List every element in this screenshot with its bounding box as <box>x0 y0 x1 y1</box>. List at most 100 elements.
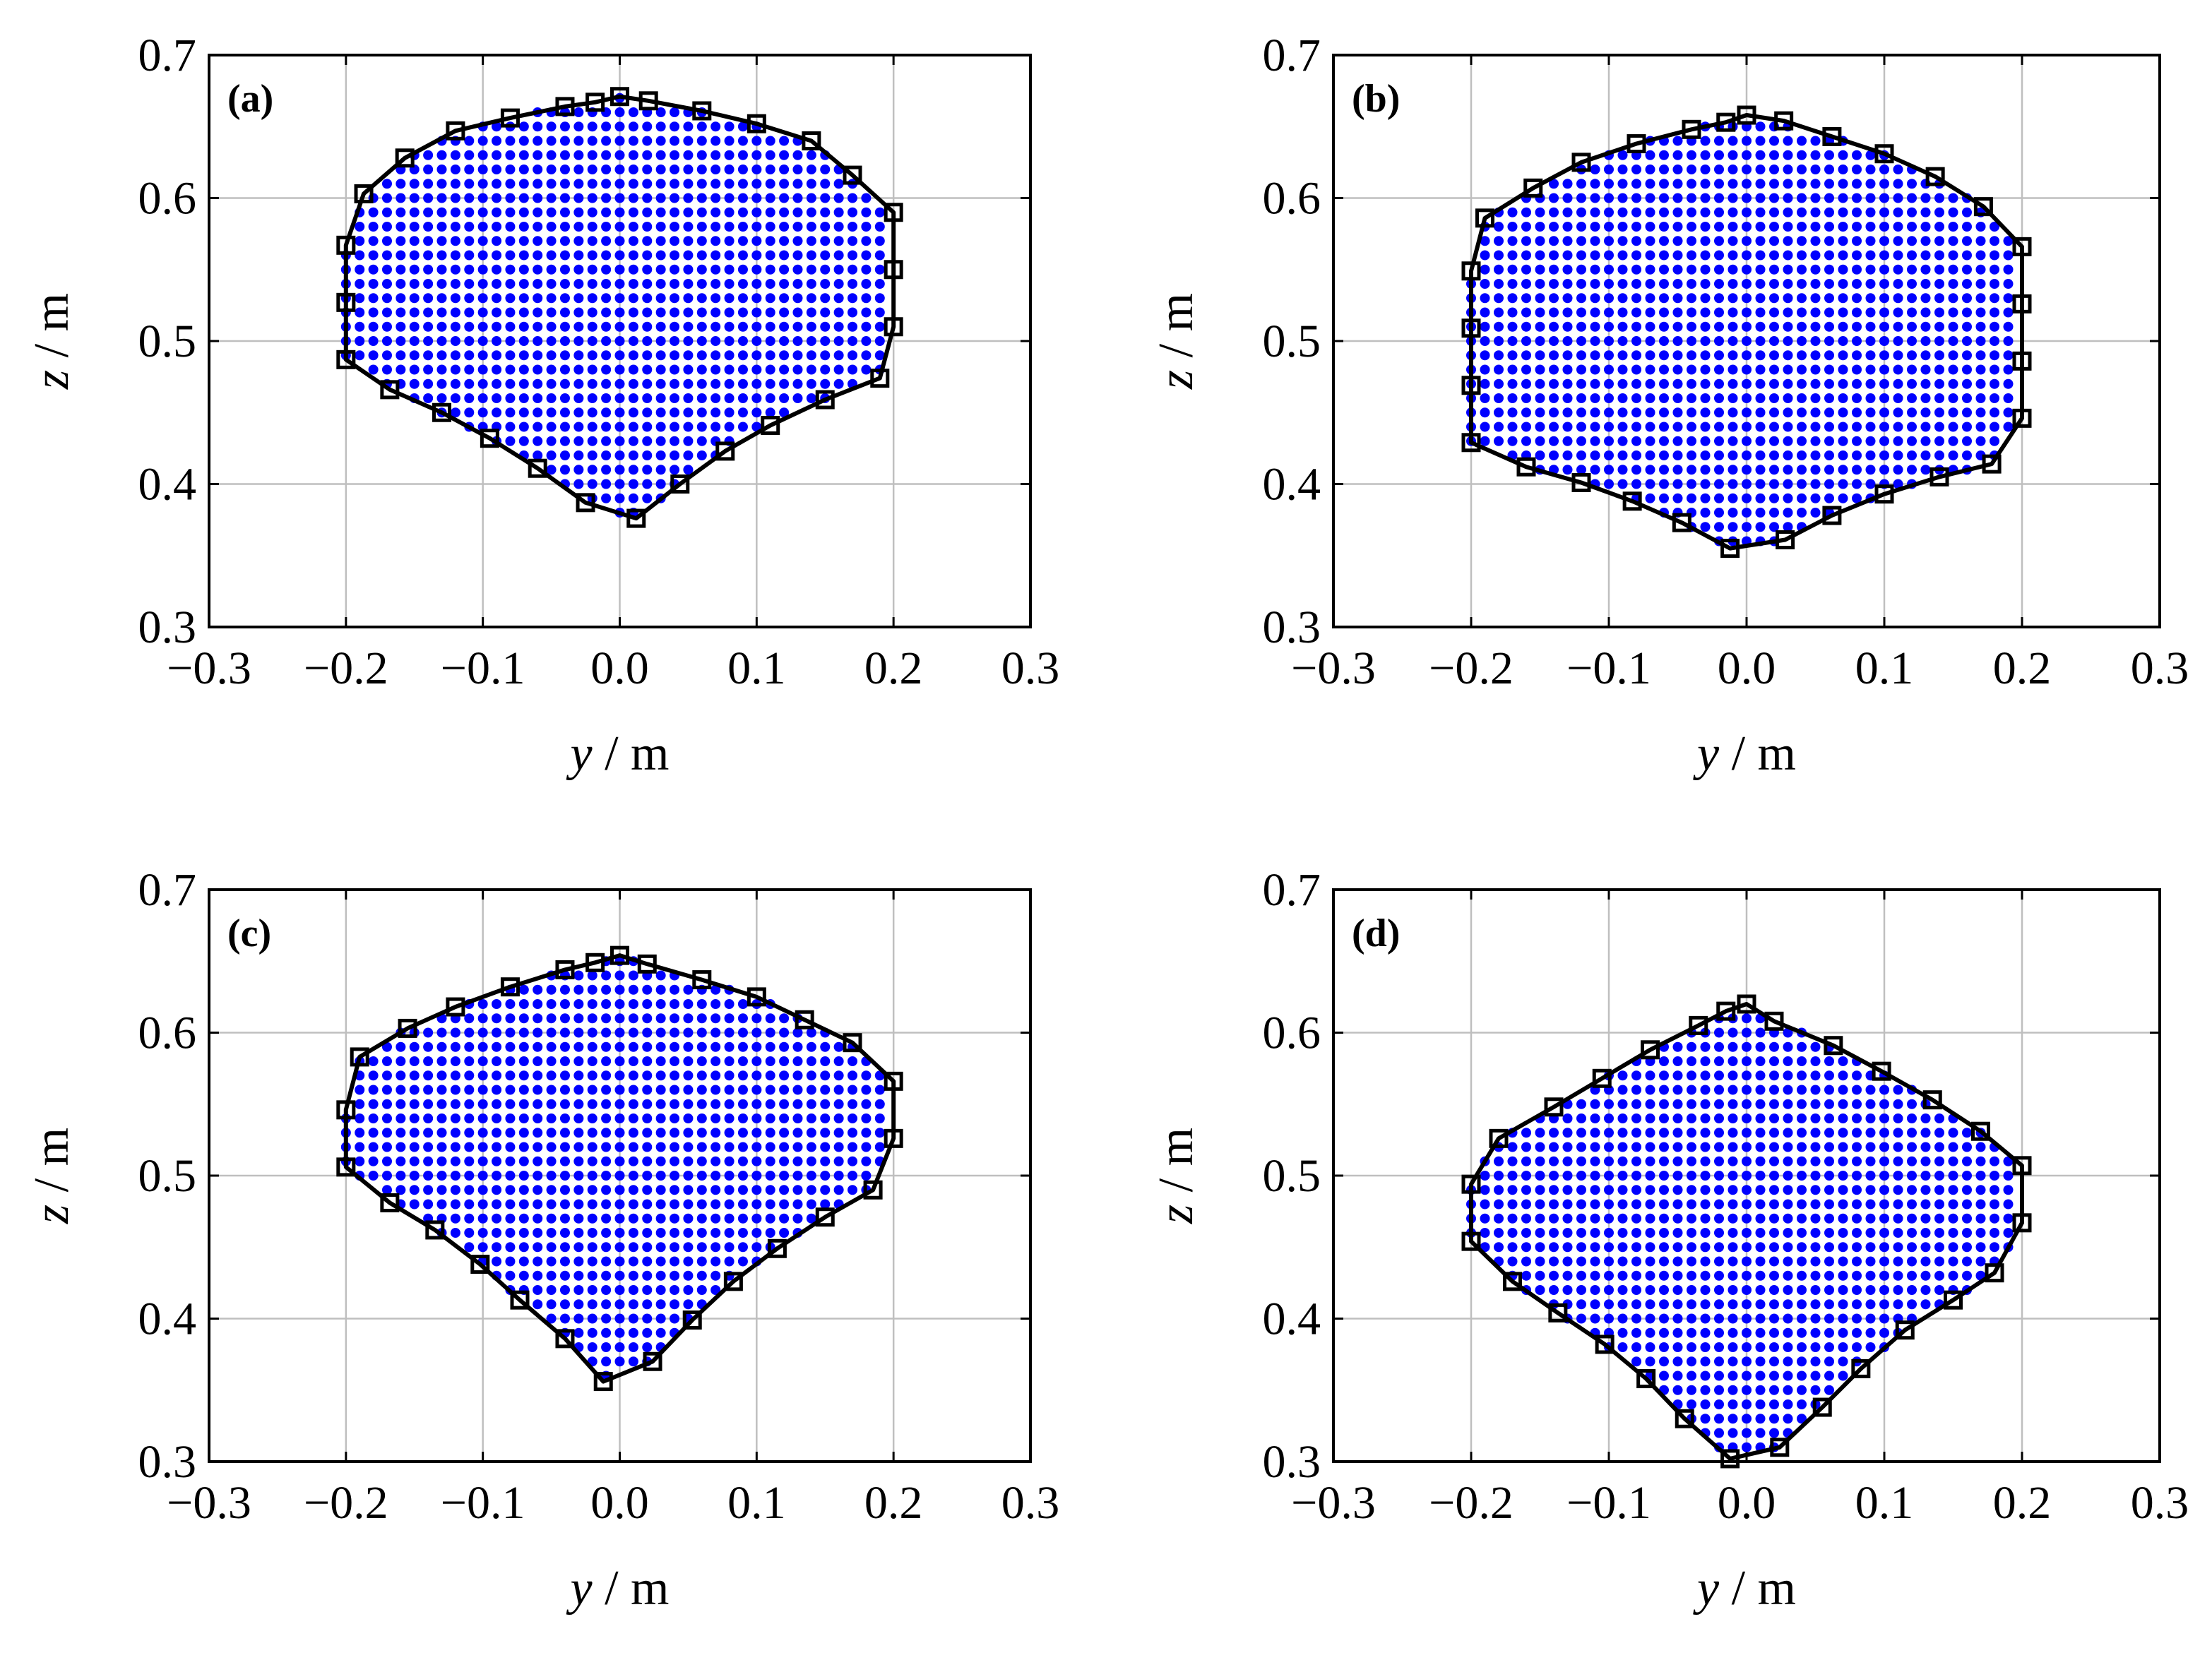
interior-point <box>779 1142 790 1152</box>
interior-point <box>1893 1242 1903 1253</box>
interior-point <box>670 1270 680 1281</box>
interior-point <box>861 336 872 346</box>
interior-point <box>1742 279 1752 289</box>
interior-point <box>1687 1156 1696 1166</box>
interior-point <box>559 321 570 332</box>
interior-point <box>1659 321 1669 332</box>
interior-point <box>655 336 666 346</box>
interior-point <box>436 1113 447 1123</box>
interior-point <box>737 1070 748 1081</box>
interior-point <box>696 1070 707 1081</box>
interior-point <box>779 307 790 318</box>
interior-point <box>409 1085 420 1095</box>
interior-point <box>1810 293 1821 304</box>
interior-point <box>1659 1213 1669 1224</box>
interior-point <box>806 222 816 232</box>
interior-point <box>601 336 612 346</box>
interior-point <box>1590 1270 1600 1281</box>
interior-point <box>614 293 625 304</box>
interior-point <box>518 350 529 361</box>
interior-point <box>1990 393 1999 403</box>
interior-point <box>1700 422 1711 432</box>
interior-point <box>1659 207 1669 217</box>
interior-point <box>505 1099 516 1109</box>
interior-point <box>546 1113 557 1123</box>
interior-point <box>710 407 721 418</box>
interior-point <box>587 193 597 203</box>
interior-point <box>1755 1171 1766 1181</box>
interior-point <box>1549 193 1559 203</box>
interior-point <box>696 350 707 361</box>
interior-point <box>477 1228 488 1238</box>
interior-point <box>1769 321 1779 332</box>
interior-point <box>833 193 844 203</box>
interior-point <box>1838 307 1848 318</box>
interior-point <box>464 207 475 217</box>
interior-point <box>737 422 748 432</box>
interior-point <box>792 1142 803 1152</box>
interior-point <box>1865 1185 1876 1195</box>
interior-point <box>655 465 666 475</box>
interior-point <box>1769 393 1779 403</box>
interior-point <box>1879 1213 1889 1224</box>
interior-point <box>1865 479 1876 489</box>
interior-point <box>1659 1299 1669 1310</box>
y-tick-label: 0.7 <box>138 30 197 81</box>
interior-point <box>1659 1199 1669 1210</box>
interior-point <box>1687 1256 1696 1267</box>
interior-point <box>1617 236 1628 246</box>
interior-point <box>1687 1128 1696 1138</box>
interior-point <box>1975 1171 1986 1181</box>
interior-point <box>670 422 680 432</box>
interior-point <box>779 1228 790 1238</box>
interior-point <box>436 193 447 203</box>
interior-point <box>518 1185 529 1195</box>
interior-point <box>861 1128 872 1138</box>
interior-point <box>655 1256 666 1267</box>
interior-point <box>1783 1041 1793 1052</box>
interior-point <box>710 984 721 995</box>
interior-point <box>601 1342 612 1352</box>
interior-point <box>737 1128 748 1138</box>
interior-point <box>848 1070 858 1081</box>
boundary-marker <box>1971 1121 1990 1141</box>
interior-point <box>477 1085 488 1095</box>
interior-point <box>1645 378 1655 389</box>
interior-point <box>683 1242 694 1253</box>
interior-point <box>1990 1171 1999 1181</box>
interior-point <box>820 336 831 346</box>
interior-point <box>820 1099 831 1109</box>
interior-point <box>505 1056 516 1066</box>
interior-point <box>1535 222 1545 232</box>
interior-point <box>396 222 406 232</box>
interior-point <box>683 393 694 403</box>
interior-point <box>559 393 570 403</box>
interior-point <box>423 307 434 318</box>
interior-point <box>1920 1142 1931 1152</box>
interior-point <box>1687 1056 1696 1066</box>
interior-point <box>670 1070 680 1081</box>
interior-point <box>779 1085 790 1095</box>
interior-point <box>614 436 625 446</box>
interior-point <box>1962 1185 1972 1195</box>
interior-point <box>492 250 502 261</box>
interior-point <box>1769 1285 1779 1295</box>
interior-point <box>587 150 597 160</box>
interior-point <box>1687 1270 1696 1281</box>
interior-point <box>1480 407 1490 418</box>
interior-point <box>1617 436 1628 446</box>
interior-point <box>1631 222 1641 232</box>
interior-point <box>1645 1142 1655 1152</box>
interior-point <box>573 1199 584 1210</box>
interior-point <box>1934 1113 1944 1123</box>
interior-point <box>477 350 488 361</box>
interior-point <box>833 1041 844 1052</box>
interior-point <box>1797 1056 1807 1066</box>
interior-point <box>423 279 434 289</box>
interior-point <box>628 378 638 389</box>
interior-point <box>1576 393 1586 403</box>
interior-point <box>1810 193 1821 203</box>
interior-point <box>1617 1185 1628 1195</box>
boundary-marker <box>585 92 605 112</box>
interior-point <box>1852 450 1862 460</box>
